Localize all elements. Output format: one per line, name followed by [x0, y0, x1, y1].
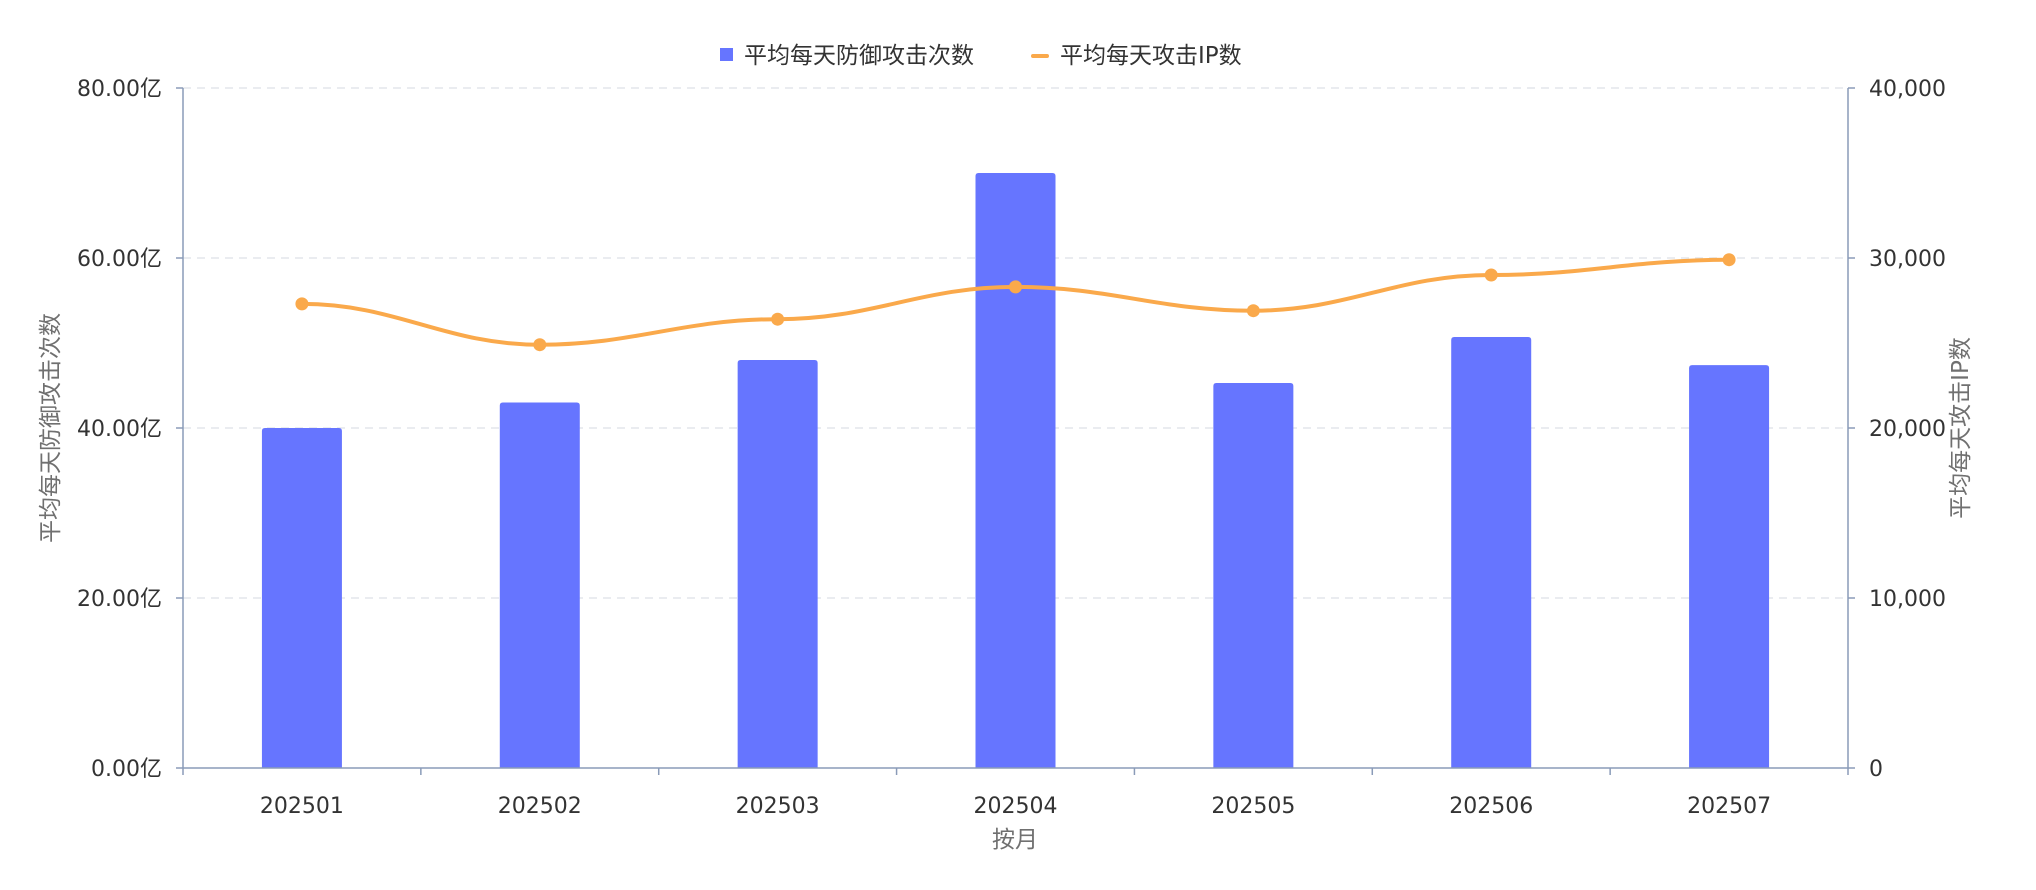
legend-bar-swatch [720, 48, 733, 61]
line-point [1246, 304, 1260, 318]
x-tick-label: 202502 [498, 794, 582, 819]
line-point [533, 338, 547, 352]
line-point [1009, 280, 1022, 294]
axes [176, 87, 1855, 775]
y-right-tick-label: 40,000 [1869, 77, 1946, 102]
bar [737, 360, 818, 768]
x-tick-label: 202506 [1449, 794, 1533, 819]
y-right-tick-label: 20,000 [1869, 417, 1946, 442]
x-tick-label: 202504 [974, 794, 1058, 819]
x-tick-label: 202507 [1687, 794, 1771, 819]
line-point [295, 297, 309, 311]
legend[interactable]: 平均每天防御攻击次数 平均每天攻击IP数 [720, 43, 1242, 69]
y-right-tick-label: 10,000 [1869, 587, 1946, 612]
bar [1689, 365, 1770, 768]
y-left-tick-label: 60.00亿 [77, 247, 162, 272]
line-point [771, 312, 785, 326]
y-left-tick-label: 80.00亿 [77, 77, 162, 102]
line-point [1722, 253, 1736, 267]
legend-label-bar: 平均每天防御攻击次数 [744, 43, 974, 69]
bar [1213, 382, 1294, 768]
legend-item-bar-series[interactable]: 平均每天防御攻击次数 [720, 43, 974, 69]
bar [975, 173, 1056, 768]
x-tick-label: 202503 [736, 794, 820, 819]
x-tick-label: 202501 [260, 794, 344, 819]
legend-label-line: 平均每天攻击IP数 [1060, 43, 1242, 69]
y-right-tick-label: 30,000 [1869, 247, 1946, 272]
y-axis-left-title: 平均每天防御攻击次数 [38, 313, 64, 543]
bar [261, 428, 342, 768]
bar [1451, 337, 1532, 768]
tick-labels: 0.00亿 20.00亿 40.00亿 60.00亿 80.00亿 0 10,000 20,0… [77, 77, 1946, 819]
y-left-tick-label: 20.00亿 [77, 587, 162, 612]
y-left-tick-label: 40.00亿 [77, 417, 162, 442]
x-axis-title: 按月 [992, 827, 1038, 853]
y-left-tick-label: 0.00亿 [91, 757, 162, 782]
x-tick-label: 202505 [1211, 794, 1295, 819]
y-right-tick-label: 0 [1869, 757, 1883, 782]
line-point [1484, 268, 1498, 282]
y-axis-right-title: 平均每天攻击IP数 [1948, 337, 1974, 519]
legend-item-line-series[interactable]: 平均每天攻击IP数 [1031, 43, 1242, 69]
line-series [295, 253, 1736, 352]
bar-series [261, 173, 1770, 768]
bar [499, 402, 580, 768]
